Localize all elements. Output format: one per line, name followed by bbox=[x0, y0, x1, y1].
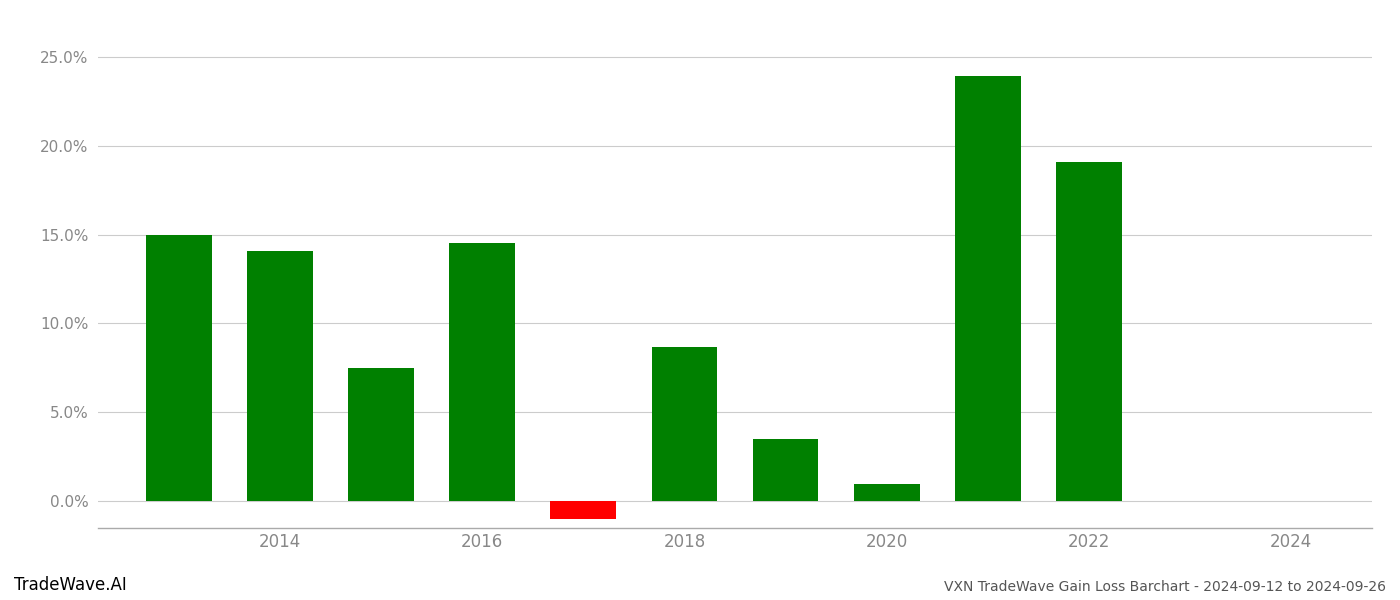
Bar bbox=[449, 244, 515, 502]
Bar bbox=[550, 502, 616, 519]
Bar bbox=[651, 347, 717, 502]
Bar bbox=[854, 484, 920, 502]
Bar bbox=[955, 76, 1021, 502]
Text: TradeWave.AI: TradeWave.AI bbox=[14, 576, 127, 594]
Bar bbox=[349, 368, 414, 502]
Bar bbox=[1056, 161, 1121, 502]
Text: VXN TradeWave Gain Loss Barchart - 2024-09-12 to 2024-09-26: VXN TradeWave Gain Loss Barchart - 2024-… bbox=[944, 580, 1386, 594]
Bar bbox=[753, 439, 819, 502]
Bar bbox=[146, 235, 211, 502]
Bar bbox=[248, 251, 312, 502]
